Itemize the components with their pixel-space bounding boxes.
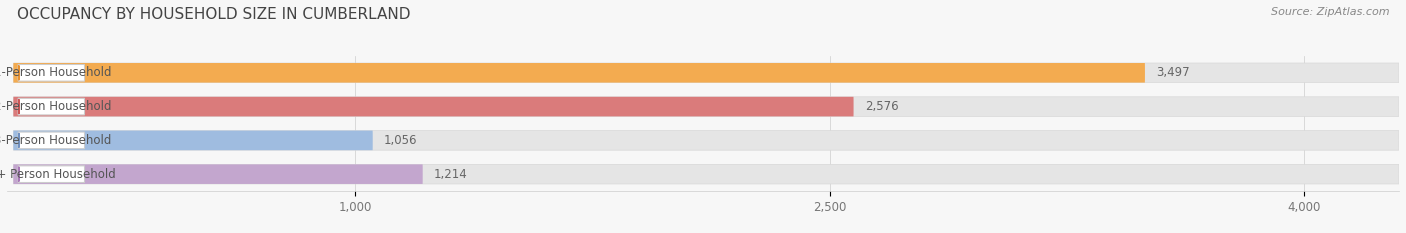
FancyBboxPatch shape xyxy=(14,63,1144,83)
Text: 4+ Person Household: 4+ Person Household xyxy=(0,168,115,181)
Text: 2,576: 2,576 xyxy=(865,100,898,113)
FancyBboxPatch shape xyxy=(18,98,84,115)
Text: Source: ZipAtlas.com: Source: ZipAtlas.com xyxy=(1271,7,1389,17)
FancyBboxPatch shape xyxy=(18,132,84,149)
Text: 1,214: 1,214 xyxy=(434,168,468,181)
Text: 3-Person Household: 3-Person Household xyxy=(0,134,111,147)
FancyBboxPatch shape xyxy=(18,166,84,182)
FancyBboxPatch shape xyxy=(14,130,1399,150)
Text: 2-Person Household: 2-Person Household xyxy=(0,100,111,113)
FancyBboxPatch shape xyxy=(14,97,1399,116)
FancyBboxPatch shape xyxy=(14,63,1399,83)
FancyBboxPatch shape xyxy=(14,130,373,150)
FancyBboxPatch shape xyxy=(18,65,84,81)
Text: 1-Person Household: 1-Person Household xyxy=(0,66,111,79)
FancyBboxPatch shape xyxy=(14,164,423,184)
Text: OCCUPANCY BY HOUSEHOLD SIZE IN CUMBERLAND: OCCUPANCY BY HOUSEHOLD SIZE IN CUMBERLAN… xyxy=(17,7,411,22)
FancyBboxPatch shape xyxy=(14,164,1399,184)
Text: 1,056: 1,056 xyxy=(384,134,418,147)
Text: 3,497: 3,497 xyxy=(1156,66,1189,79)
FancyBboxPatch shape xyxy=(14,97,853,116)
